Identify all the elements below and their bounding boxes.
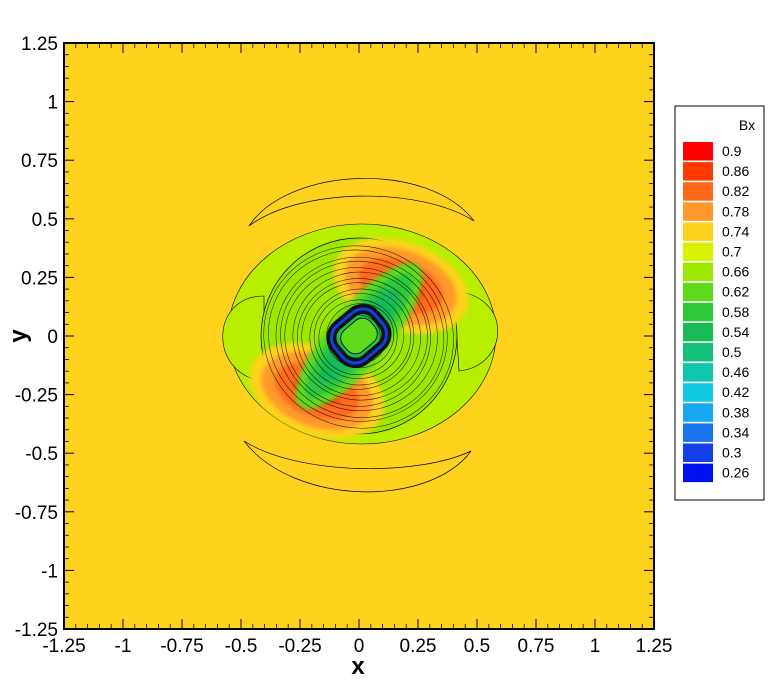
y-tick-label: 1 — [47, 93, 58, 114]
y-axis: 1.25 1 0.75 0.5 0.25 0 -0.25 -0.5 -0.75 -1 -1.25 — [15, 34, 654, 641]
upper-arc — [248, 178, 475, 227]
legend-swatch — [683, 282, 713, 302]
legend-swatch — [683, 202, 713, 221]
y-axis-title: y — [5, 329, 32, 343]
legend-swatch — [683, 363, 713, 382]
legend-swatch — [683, 302, 713, 322]
x-tick-label: 1.25 — [636, 636, 673, 657]
x-tick-label: 0.25 — [400, 636, 437, 657]
x-tick-label: -0.5 — [225, 636, 258, 657]
y-tick-label: -1.25 — [15, 620, 58, 641]
legend-label: 0.26 — [722, 465, 749, 481]
x-tick-label: -1 — [115, 636, 132, 657]
legend-swatch — [683, 343, 713, 362]
legend-swatch — [683, 423, 713, 442]
x-tick-label: -1.25 — [42, 636, 85, 657]
legend-label: 0.3 — [722, 445, 742, 461]
legend-label: 0.66 — [722, 264, 749, 280]
legend-swatch — [683, 322, 713, 342]
legend-label: 0.62 — [722, 284, 749, 300]
y-tick-label: -0.25 — [15, 386, 58, 407]
legend-label: 0.5 — [722, 344, 742, 360]
x-tick-label: -0.25 — [278, 636, 321, 657]
legend-swatch — [683, 262, 713, 282]
y-tick-label: 1.25 — [21, 34, 58, 55]
legend-swatch — [683, 182, 713, 201]
legend-label: 0.54 — [722, 324, 749, 340]
y-tick-label: 0 — [47, 327, 58, 348]
legend-label: 0.58 — [722, 304, 749, 320]
x-tick-label: 1 — [590, 636, 601, 657]
legend-swatch — [683, 403, 713, 422]
x-tick-label: 0 — [354, 636, 365, 657]
legend-label: 0.42 — [722, 384, 749, 400]
legend-label: 0.34 — [722, 424, 749, 440]
legend-label: 0.7 — [722, 244, 742, 260]
y-tick-label: -1 — [41, 561, 58, 582]
x-tick-label: 0.5 — [464, 636, 490, 657]
x-axis-title: x — [351, 653, 365, 680]
x-tick-label: -0.75 — [160, 636, 203, 657]
y-tick-label: 0.75 — [21, 151, 58, 172]
plot-area — [63, 42, 655, 630]
x-axis: -1.25 -1 -0.75 -0.5 -0.25 0 0.25 0.5 0.75 1 1.25 — [42, 43, 672, 657]
legend-swatch — [683, 463, 713, 483]
lower-arc — [243, 440, 472, 493]
y-tick-label: 0.5 — [32, 210, 58, 231]
y-tick-label: -0.75 — [15, 503, 58, 524]
y-tick-label: -0.5 — [25, 444, 58, 465]
y-tick-label: 0.25 — [21, 268, 58, 289]
legend-title: Bx — [739, 117, 755, 133]
legend-swatch — [683, 443, 713, 462]
legend-swatch — [683, 383, 713, 402]
contour-field — [222, 178, 499, 493]
legend-label: 0.82 — [722, 183, 749, 199]
legend-swatch — [683, 242, 713, 261]
legend-label: 0.74 — [722, 223, 749, 239]
central-disk — [249, 237, 469, 439]
legend-swatch — [683, 142, 713, 161]
legend-label: 0.9 — [722, 143, 742, 159]
x-tick-label: 0.75 — [518, 636, 555, 657]
legend-swatch — [683, 162, 713, 181]
legend-label: 0.38 — [722, 404, 749, 420]
central-minimum — [326, 303, 392, 369]
legend-label: 0.78 — [722, 203, 749, 219]
legend-label: 0.46 — [722, 364, 749, 380]
legend-swatch — [683, 222, 713, 241]
colorbar-legend: Bx 0.9 0.86 0.82 0.78 0.74 0.7 0.66 0.62 0.58 0.5… — [674, 105, 765, 501]
legend-label: 0.86 — [722, 163, 749, 179]
